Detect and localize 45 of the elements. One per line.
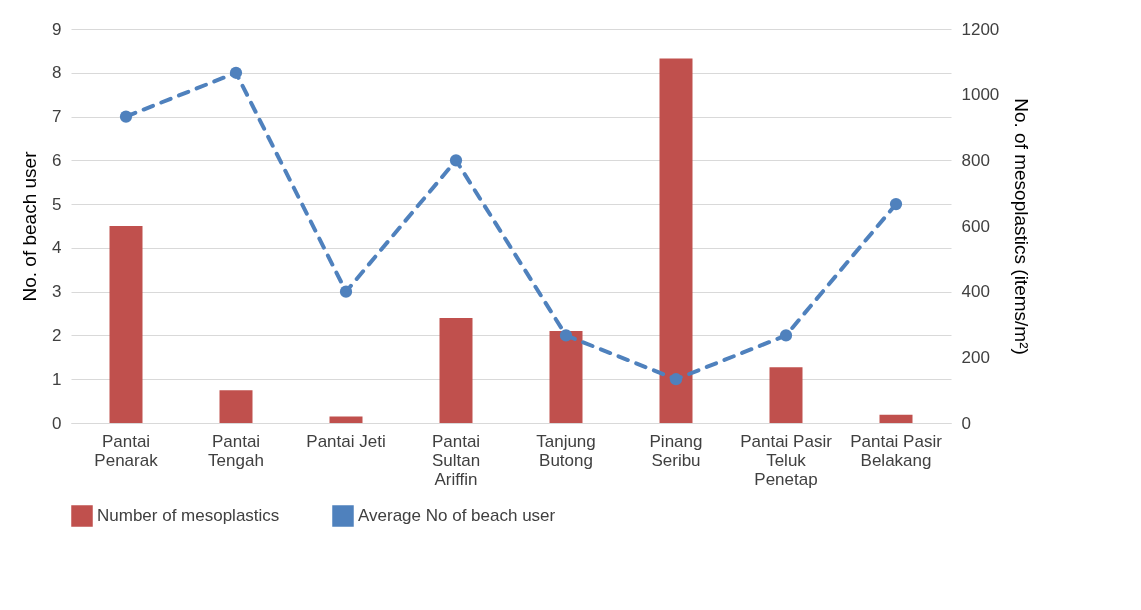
y-tick-label: 5	[52, 194, 62, 214]
y-axis-title: No. of beach user	[19, 150, 41, 302]
y-tick-label: 4	[52, 238, 62, 258]
legend-label: Average No of beach user	[358, 506, 556, 525]
bar	[879, 414, 913, 423]
x-tick-label: Pantai Penarak	[94, 431, 159, 470]
y2-tick-label: 400	[961, 282, 990, 302]
x-tick-label: Pinang Seribu	[649, 431, 703, 470]
y2-axis-title: No. of mesoplastics (items/m²)	[1011, 98, 1033, 355]
y-tick-label: 9	[52, 19, 62, 39]
y-tick-label: 7	[52, 107, 62, 127]
bar	[219, 390, 253, 423]
x-tick-label: Pantai Pasir Teluk Penetap	[740, 431, 833, 489]
bar	[109, 226, 143, 423]
x-tick-label: Pantai Pasir Belakang	[850, 431, 943, 470]
y2-tick-label: 1200	[961, 19, 1000, 39]
point	[449, 154, 463, 167]
point	[119, 110, 133, 123]
bar	[439, 317, 473, 423]
y-tick-label: 8	[52, 63, 62, 83]
x-tick-label: Tanjung Butong	[536, 431, 596, 470]
point	[559, 329, 573, 342]
legend-label: Number of mesoplastics	[97, 506, 280, 525]
y-tick-label: 6	[52, 150, 62, 170]
x-tick-label: Pantai Tengah	[208, 431, 264, 470]
point	[889, 198, 903, 211]
point	[339, 285, 353, 298]
x-tick-label: Pantai Jeti	[306, 431, 386, 451]
y-tick-label: 0	[52, 413, 62, 433]
bar	[329, 416, 363, 423]
x-tick-label: Pantai Sultan Ariffin	[431, 431, 481, 489]
y2-tick-label: 1000	[961, 85, 1000, 105]
point	[229, 66, 243, 79]
point	[779, 329, 793, 342]
y-tick-label: 3	[52, 282, 62, 302]
bar	[549, 331, 583, 423]
bar	[659, 58, 693, 423]
y2-tick-label: 600	[961, 216, 990, 236]
y2-tick-label: 800	[961, 150, 990, 170]
y2-tick-label: 200	[961, 347, 990, 367]
point	[669, 373, 683, 386]
y-tick-label: 1	[52, 369, 62, 389]
y2-tick-label: 0	[961, 413, 971, 433]
y-tick-label: 2	[52, 325, 62, 345]
bar	[769, 367, 803, 423]
